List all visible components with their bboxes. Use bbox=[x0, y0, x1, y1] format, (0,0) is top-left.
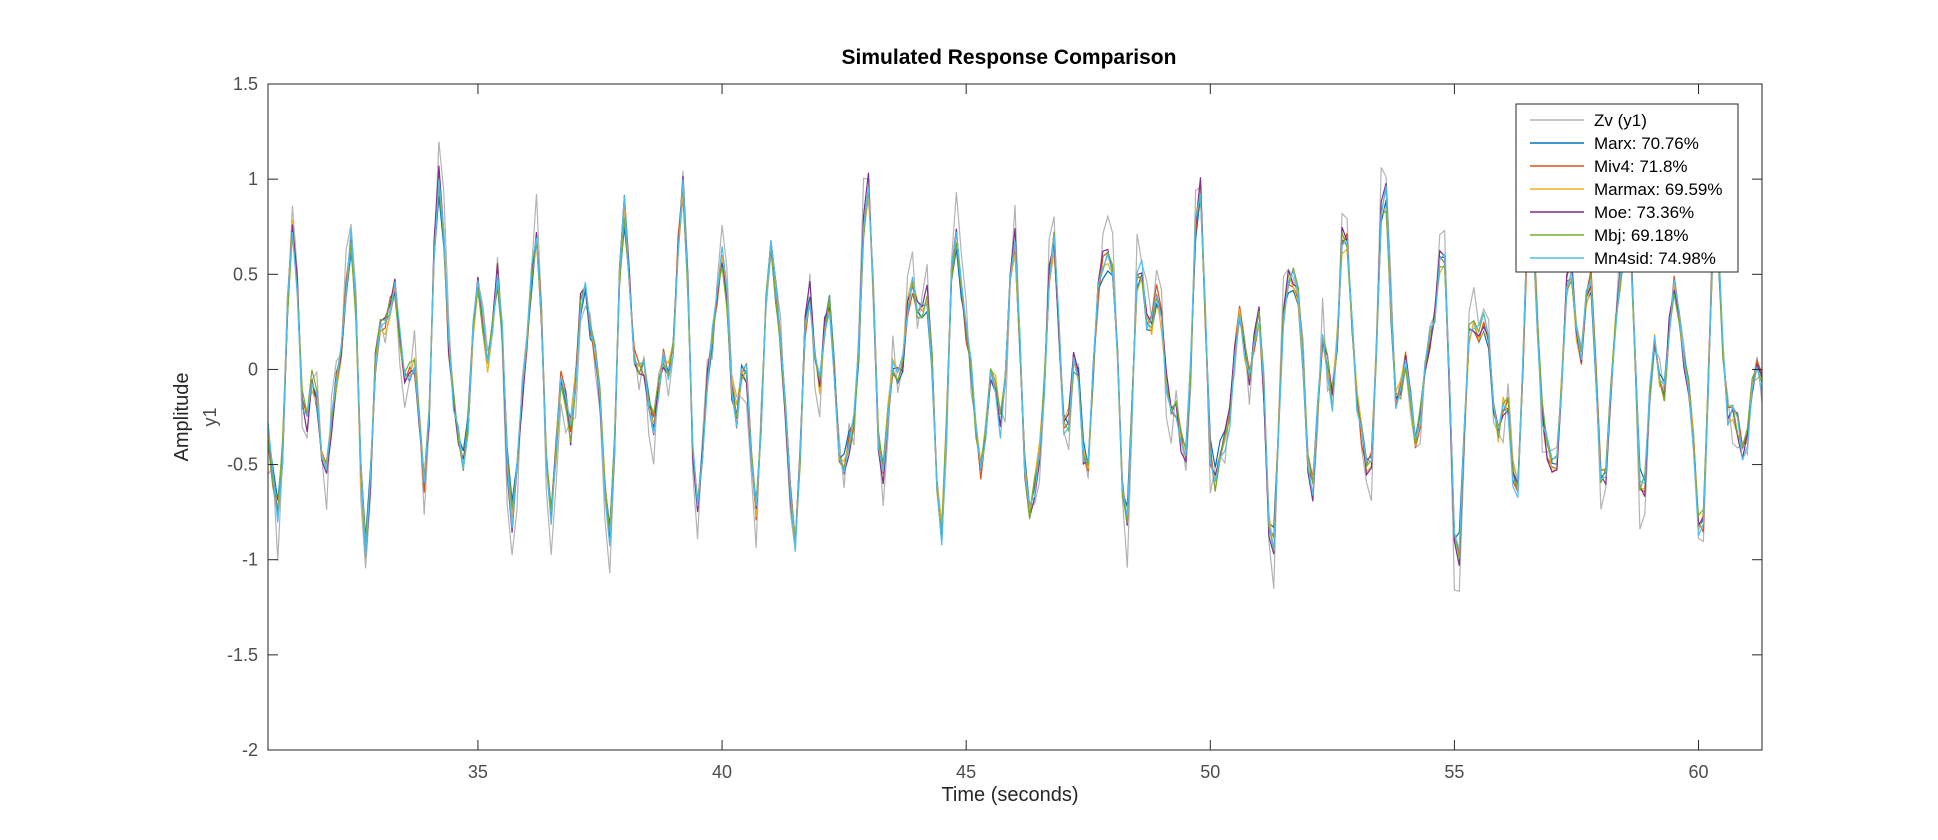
y-tick-label: 1 bbox=[248, 169, 258, 189]
x-tick-label: 60 bbox=[1689, 762, 1709, 782]
y-tick-label: -1.5 bbox=[227, 645, 258, 665]
legend-item[interactable]: Mn4sid: 74.98% bbox=[1530, 249, 1716, 268]
chart-title: Simulated Response Comparison bbox=[842, 46, 1177, 69]
y-tick-label: 1.5 bbox=[233, 74, 258, 94]
legend-item[interactable]: Miv4: 71.8% bbox=[1530, 157, 1688, 176]
y-axis-title: Amplitude bbox=[171, 373, 193, 462]
legend-item[interactable]: Marmax: 69.59% bbox=[1530, 180, 1723, 199]
legend-item[interactable]: Marx: 70.76% bbox=[1530, 134, 1699, 153]
legend-item[interactable]: Mbj: 69.18% bbox=[1530, 226, 1689, 245]
legend-label: Mbj: 69.18% bbox=[1594, 226, 1689, 245]
y-tick-label: -2 bbox=[242, 740, 258, 760]
legend-item[interactable]: Zv (y1) bbox=[1530, 111, 1647, 130]
series-line bbox=[267, 179, 1763, 558]
legend-label: Miv4: 71.8% bbox=[1594, 157, 1688, 176]
x-tick-label: 55 bbox=[1444, 762, 1464, 782]
axes-box bbox=[267, 83, 1763, 751]
legend[interactable]: Zv (y1) Marx: 70.76% Miv4: 71.8% Marmax: 69… bbox=[1515, 103, 1739, 273]
x-tick-label: 35 bbox=[468, 762, 488, 782]
x-axis-title: Time (seconds) bbox=[941, 784, 1078, 806]
ticks-layer: 35 40 45 50 55 60 -2 -1.5 -1 -0.5 0 0.5 1 1.5 bbox=[227, 74, 1762, 782]
legend-label: Mn4sid: 74.98% bbox=[1594, 249, 1716, 268]
x-tick-label: 40 bbox=[712, 762, 732, 782]
y-tick-label: -1 bbox=[242, 550, 258, 570]
legend-item[interactable]: Moe: 73.36% bbox=[1530, 203, 1694, 222]
y-tick-label: -0.5 bbox=[227, 455, 258, 475]
legend-box bbox=[1515, 103, 1739, 273]
x-tick-label: 45 bbox=[956, 762, 976, 782]
legend-label: Marmax: 69.59% bbox=[1594, 180, 1723, 199]
legend-label: Marx: 70.76% bbox=[1594, 134, 1699, 153]
y-tick-label: 0.5 bbox=[233, 264, 258, 284]
y-axis-output-label: y1 bbox=[200, 407, 220, 426]
legend-label: Zv (y1) bbox=[1594, 111, 1647, 130]
legend-label: Moe: 73.36% bbox=[1594, 203, 1694, 222]
plot-area bbox=[268, 84, 1762, 750]
x-tick-label: 50 bbox=[1200, 762, 1220, 782]
axes-layer bbox=[267, 83, 1763, 751]
series-layer bbox=[267, 141, 1763, 592]
y-tick-label: 0 bbox=[248, 359, 258, 379]
